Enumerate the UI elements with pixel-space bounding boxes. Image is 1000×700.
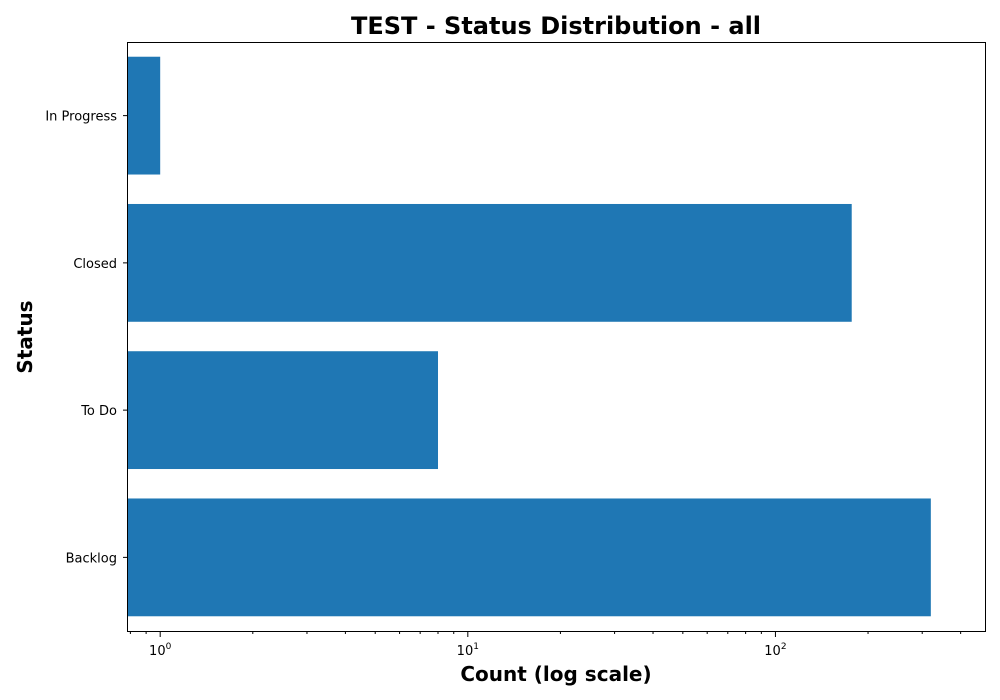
- x-axis-label: Count (log scale): [460, 662, 651, 686]
- x-tick-label: 102: [764, 642, 786, 659]
- bar-to-do: [127, 351, 438, 469]
- y-tick-label: Backlog: [66, 551, 117, 566]
- y-axis-label: Status: [13, 300, 37, 373]
- bar-in-progress: [127, 57, 160, 175]
- y-tick-label: In Progress: [45, 110, 117, 125]
- x-tick-label: 100: [149, 642, 172, 659]
- bar-backlog: [127, 498, 931, 616]
- y-tick-label: To Do: [80, 404, 117, 419]
- chart-title: TEST - Status Distribution - all: [351, 12, 761, 40]
- bars-layer: [127, 57, 931, 617]
- bar-closed: [127, 204, 852, 322]
- y-tick-label: Closed: [73, 257, 117, 272]
- x-axis: 100 101 102: [130, 631, 960, 659]
- x-tick-label: 101: [457, 642, 479, 659]
- y-axis: Backlog To Do Closed In Progress: [45, 110, 127, 567]
